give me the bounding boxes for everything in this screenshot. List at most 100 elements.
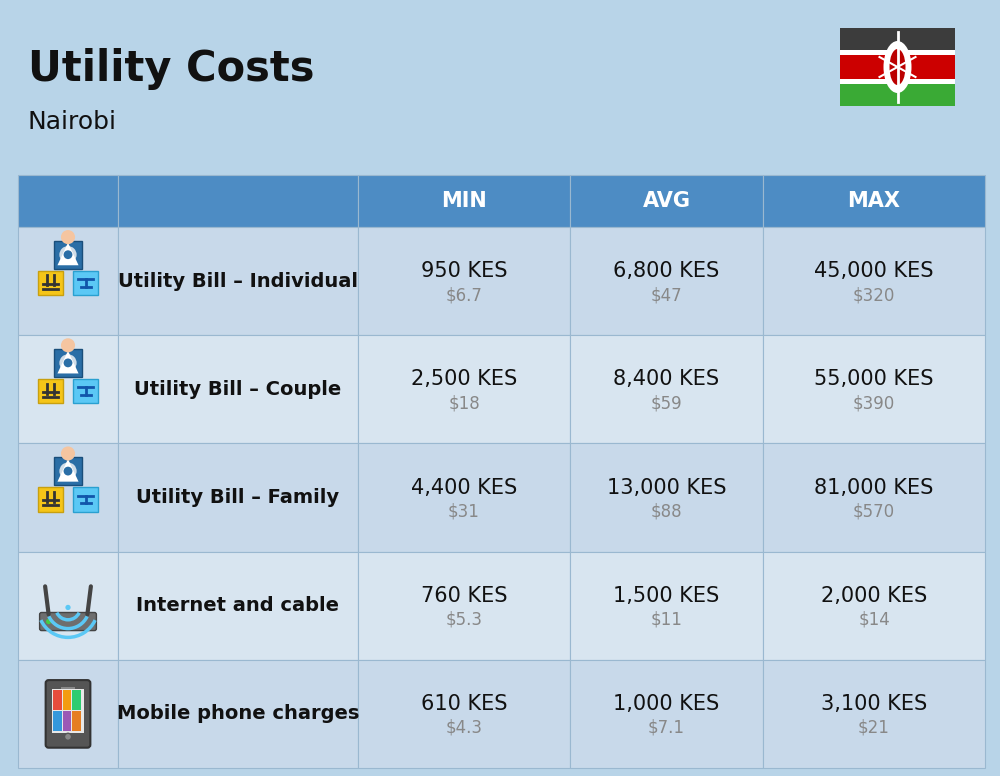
Bar: [118, 660, 358, 768]
Text: $88: $88: [651, 503, 682, 521]
Bar: [18, 335, 118, 443]
Text: MIN: MIN: [441, 191, 487, 211]
Bar: [53, 691, 62, 710]
Bar: [763, 227, 985, 335]
Bar: [53, 712, 62, 731]
Ellipse shape: [884, 41, 912, 93]
Bar: [358, 552, 570, 660]
Bar: [840, 50, 955, 54]
Bar: [38, 487, 63, 511]
Text: $31: $31: [448, 503, 480, 521]
FancyBboxPatch shape: [40, 612, 96, 631]
Bar: [840, 28, 955, 50]
Bar: [72, 691, 81, 710]
Bar: [18, 443, 118, 552]
Text: $390: $390: [853, 394, 895, 412]
Text: 1,500 KES: 1,500 KES: [613, 586, 720, 606]
Text: 4,400 KES: 4,400 KES: [411, 477, 517, 497]
Text: AVG: AVG: [642, 191, 690, 211]
Bar: [840, 79, 955, 84]
Text: 6,800 KES: 6,800 KES: [613, 261, 720, 281]
Circle shape: [64, 359, 72, 367]
Bar: [118, 443, 358, 552]
Bar: [118, 227, 358, 335]
Bar: [18, 660, 118, 768]
Bar: [763, 335, 985, 443]
Text: 81,000 KES: 81,000 KES: [814, 477, 934, 497]
Bar: [18, 227, 118, 335]
Bar: [763, 443, 985, 552]
Text: $11: $11: [651, 611, 682, 629]
Bar: [763, 552, 985, 660]
Bar: [840, 54, 955, 79]
Bar: [570, 335, 763, 443]
Bar: [38, 379, 63, 404]
Text: 55,000 KES: 55,000 KES: [814, 369, 934, 390]
Text: 2,000 KES: 2,000 KES: [821, 586, 927, 606]
Text: $59: $59: [651, 394, 682, 412]
Bar: [570, 660, 763, 768]
Circle shape: [64, 251, 72, 259]
Text: 45,000 KES: 45,000 KES: [814, 261, 934, 281]
Text: $18: $18: [448, 394, 480, 412]
Polygon shape: [57, 459, 79, 482]
Bar: [72, 712, 81, 731]
Bar: [52, 689, 84, 733]
Polygon shape: [57, 243, 79, 265]
FancyBboxPatch shape: [46, 680, 90, 748]
Text: 760 KES: 760 KES: [421, 586, 507, 606]
Bar: [570, 227, 763, 335]
Bar: [358, 443, 570, 552]
Text: Utility Bill – Family: Utility Bill – Family: [136, 488, 340, 507]
Circle shape: [58, 245, 78, 265]
Bar: [118, 175, 358, 227]
Bar: [118, 552, 358, 660]
Bar: [358, 335, 570, 443]
Bar: [63, 691, 71, 710]
Circle shape: [64, 466, 72, 476]
Bar: [570, 552, 763, 660]
Text: $7.1: $7.1: [648, 719, 685, 737]
Bar: [38, 271, 63, 295]
Text: 2,500 KES: 2,500 KES: [411, 369, 517, 390]
Circle shape: [64, 733, 72, 740]
Bar: [54, 241, 82, 268]
Circle shape: [58, 353, 78, 372]
Bar: [54, 457, 82, 485]
Text: $5.3: $5.3: [446, 611, 482, 629]
Text: MAX: MAX: [848, 191, 900, 211]
Text: $320: $320: [853, 286, 895, 304]
Text: 13,000 KES: 13,000 KES: [607, 477, 726, 497]
Text: $570: $570: [853, 503, 895, 521]
Bar: [763, 660, 985, 768]
Text: 610 KES: 610 KES: [421, 694, 507, 714]
Bar: [73, 379, 98, 404]
Circle shape: [58, 462, 78, 481]
Bar: [358, 227, 570, 335]
Ellipse shape: [890, 49, 906, 85]
Text: 950 KES: 950 KES: [421, 261, 507, 281]
Text: Mobile phone charges: Mobile phone charges: [117, 705, 359, 723]
Bar: [570, 175, 763, 227]
Bar: [570, 443, 763, 552]
Circle shape: [46, 619, 51, 624]
Text: Utility Bill – Couple: Utility Bill – Couple: [134, 379, 342, 399]
Bar: [18, 552, 118, 660]
Polygon shape: [57, 351, 79, 373]
Text: $14: $14: [858, 611, 890, 629]
Circle shape: [61, 446, 75, 460]
Bar: [63, 712, 71, 731]
Bar: [54, 349, 82, 377]
Circle shape: [61, 230, 75, 244]
Text: 8,400 KES: 8,400 KES: [613, 369, 720, 390]
Text: $4.3: $4.3: [446, 719, 482, 737]
Bar: [840, 84, 955, 106]
Bar: [73, 271, 98, 295]
Bar: [61, 687, 75, 689]
Bar: [358, 175, 570, 227]
Bar: [358, 660, 570, 768]
Text: 3,100 KES: 3,100 KES: [821, 694, 927, 714]
Text: $6.7: $6.7: [446, 286, 482, 304]
Text: $47: $47: [651, 286, 682, 304]
Text: Utility Costs: Utility Costs: [28, 48, 314, 90]
